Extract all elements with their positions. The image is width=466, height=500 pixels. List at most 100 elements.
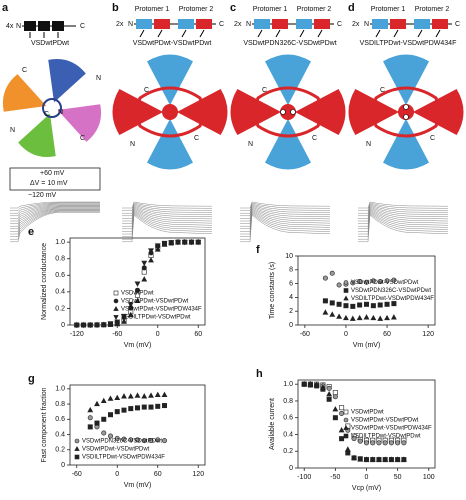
trace: [10, 201, 100, 209]
label: VSDwtPDwt-VSDwtPDwt: [133, 40, 212, 47]
marker: [395, 457, 401, 463]
legend-label: VSDwtPDwt-VSDwtPDwt: [121, 299, 189, 305]
marker: [329, 300, 335, 306]
marker: [74, 454, 80, 460]
marker: [370, 440, 376, 446]
y-tick-label: 0.6: [55, 416, 65, 423]
trace: [10, 210, 100, 237]
trace: [122, 204, 213, 217]
trace: [240, 204, 331, 217]
y-tick-label: 0: [289, 465, 293, 472]
marker: [141, 393, 148, 399]
label: C: [455, 21, 460, 28]
arrow: [139, 29, 145, 38]
label: ΔV = 10 mV: [30, 180, 68, 187]
marker: [135, 437, 141, 443]
arrow: [393, 29, 399, 38]
marker: [195, 240, 202, 246]
label: C: [80, 135, 85, 142]
marker: [114, 435, 120, 441]
domain: [390, 19, 406, 29]
label: 2x: [116, 21, 124, 28]
trace: [10, 206, 100, 224]
marker: [113, 315, 119, 321]
y-tick-label: 0.4: [55, 431, 65, 438]
marker: [343, 303, 349, 309]
marker: [401, 457, 407, 463]
protocol-box: [9, 167, 101, 191]
trace: [122, 213, 213, 240]
x-tick-label: -120: [70, 331, 84, 338]
trace: [240, 212, 331, 237]
marker: [107, 321, 114, 327]
label: Protomer 1: [135, 6, 170, 13]
trace: [358, 214, 449, 243]
trace: [10, 202, 100, 211]
trace: [240, 201, 331, 209]
marker: [384, 278, 390, 284]
legend-label: VSDILTPDwt-VSDwtPDW434F: [351, 296, 434, 302]
y-tick-label: 0.2: [283, 448, 293, 455]
marker: [339, 405, 345, 411]
marker: [376, 440, 382, 446]
marker: [376, 457, 382, 463]
trace: [10, 205, 100, 222]
y-tick-label: 4: [289, 294, 293, 301]
marker: [343, 424, 349, 430]
marker: [363, 440, 369, 446]
label: N: [364, 21, 369, 28]
x-tick-label: 0: [344, 331, 348, 338]
marker: [307, 382, 313, 388]
marker: [74, 445, 80, 451]
marker: [363, 301, 369, 307]
tetramer: [112, 54, 228, 170]
plot-frame: [297, 255, 436, 326]
trace: [358, 203, 449, 214]
marker: [329, 270, 335, 276]
x-tick-label: 60: [154, 471, 162, 478]
label: N: [96, 75, 101, 82]
marker: [108, 412, 114, 418]
marker: [377, 302, 383, 308]
marker: [162, 403, 168, 409]
legend-label: VSDwtPDwt: [121, 291, 154, 297]
marker: [100, 322, 107, 328]
marker: [363, 279, 369, 285]
y-tick-label: 0: [289, 322, 293, 329]
y-tick-label: 6: [289, 280, 293, 287]
label: a: [2, 2, 9, 14]
arrow: [317, 29, 323, 38]
x-tick-label: -60: [112, 331, 122, 338]
marker: [384, 301, 390, 307]
pore: [280, 104, 296, 120]
y-axis-label: Normalized conductance: [41, 243, 48, 320]
marker: [154, 246, 161, 252]
y-tick-label: 1.0: [283, 381, 293, 388]
marker: [101, 416, 107, 422]
label: N: [58, 109, 63, 116]
trace: [358, 206, 449, 222]
y-tick-label: 2: [289, 308, 293, 315]
trace: [122, 211, 213, 235]
marker: [350, 280, 356, 286]
marker: [107, 395, 114, 401]
domain: [414, 19, 430, 29]
trace: [358, 204, 449, 217]
arrow: [199, 29, 205, 38]
label: d: [348, 2, 355, 14]
marker: [343, 280, 349, 285]
arrow: [257, 29, 263, 38]
x-axis-label: Vm (mV): [124, 342, 152, 349]
trace: [10, 208, 100, 232]
y-tick-label: 0: [61, 462, 65, 469]
y-tick-label: 10: [285, 253, 293, 260]
marker: [121, 313, 127, 320]
legend-label: VSDwtPDwt-VSDwtPDW434F: [121, 307, 202, 313]
trace: [358, 211, 449, 235]
marker: [141, 269, 147, 275]
label: C: [144, 87, 149, 94]
legend-label: VSDwtPDwt-VSDwtPDwt: [82, 447, 150, 453]
label: C: [219, 21, 224, 28]
marker: [357, 279, 363, 285]
marker: [332, 415, 338, 421]
